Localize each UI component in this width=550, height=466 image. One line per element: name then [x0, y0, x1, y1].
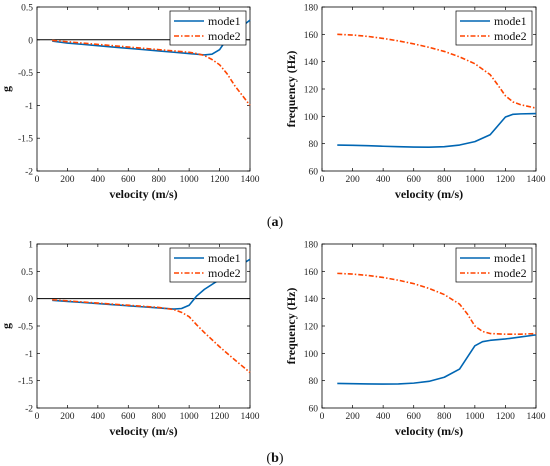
caption-a: (a): [267, 215, 284, 230]
legend-label-mode2: mode2: [494, 266, 527, 280]
series-line-mode1: [337, 112, 537, 149]
x-tick-label: 800: [152, 412, 167, 422]
x-tick-label: 0: [320, 175, 325, 185]
chart-a-damping: 0 200 400 600 800 1000 1200 1400 -2 -1.5 -1 -0.5 0 0.…: [0, 4, 260, 202]
y-tick-label: 160: [304, 31, 319, 41]
legend-box: [455, 10, 533, 46]
legend-label-mode1: mode1: [494, 14, 527, 28]
y-tick-label: 140: [304, 58, 319, 68]
y-tick-label: 100: [304, 113, 319, 123]
y-tick-label: -1: [25, 350, 33, 360]
y-tick-label: 0: [28, 295, 33, 305]
series-line-mode2: [337, 272, 537, 336]
x-tick-label: 800: [152, 175, 167, 185]
y-tick-label: 160: [304, 268, 319, 278]
y-tick-label: -1.5: [18, 135, 33, 145]
x-tick-label: 1200: [210, 412, 229, 422]
y-tick-label: 0: [28, 36, 33, 46]
caption-b: (b): [266, 451, 283, 466]
x-tick-label: 1400: [527, 175, 546, 185]
x-axis-label: velocity (m/s): [109, 187, 177, 201]
y-tick-label: -0.5: [18, 323, 33, 333]
legend-label-mode2: mode2: [494, 29, 527, 43]
x-tick-label: 200: [345, 412, 360, 422]
y-tick-label: -0.5: [18, 69, 33, 79]
y-tick-label: 100: [304, 350, 319, 360]
x-tick-label: 1000: [180, 175, 199, 185]
x-tick-label: 0: [35, 175, 40, 185]
y-tick-label: -1.5: [18, 377, 33, 387]
y-tick-label: 80: [309, 140, 319, 150]
x-axis-label: velocity (m/s): [395, 187, 463, 201]
series-line-mode2: [52, 39, 251, 106]
legend-label-mode2: mode2: [208, 29, 241, 43]
y-tick-label: 180: [304, 241, 319, 251]
x-tick-label: 1400: [241, 412, 260, 422]
x-axis-label: velocity (m/s): [109, 424, 177, 438]
legend-label-mode1: mode1: [494, 251, 527, 265]
x-tick-label: 200: [60, 175, 75, 185]
x-tick-label: 400: [91, 412, 106, 422]
x-tick-label: 400: [91, 175, 106, 185]
x-tick-label: 1200: [210, 175, 229, 185]
y-tick-label: 0.5: [21, 268, 33, 278]
x-tick-label: 1400: [241, 175, 260, 185]
x-tick-label: 1200: [496, 412, 515, 422]
x-tick-label: 200: [60, 412, 75, 422]
y-tick-label: 80: [309, 377, 319, 387]
series-line-mode1: [337, 334, 537, 385]
chart-b-frequency: 0 200 400 600 800 1000 1200 1400 60 80 100 120 140 16…: [284, 241, 546, 439]
legend-label-mode1: mode1: [208, 251, 241, 265]
legend-label-mode1: mode1: [208, 14, 241, 28]
x-tick-label: 400: [376, 175, 391, 185]
y-tick-label: 0.5: [21, 4, 33, 14]
y-tick-label: 60: [309, 168, 319, 178]
x-tick-label: 1000: [465, 175, 484, 185]
x-tick-label: 400: [376, 412, 391, 422]
legend-box: [169, 247, 247, 283]
y-tick-label: 180: [304, 4, 319, 14]
x-tick-label: 600: [121, 175, 136, 185]
y-tick-label: -2: [25, 405, 33, 415]
x-tick-label: 600: [407, 412, 422, 422]
y-tick-label: -1: [25, 102, 33, 112]
plot-frame: [36, 6, 251, 172]
x-tick-label: 1200: [496, 175, 515, 185]
y-tick-label: 120: [304, 86, 319, 96]
y-axis-label: g: [0, 323, 13, 329]
chart-a-frequency: 0 200 400 600 800 1000 1200 1400 60 80 100 120 140 16…: [284, 4, 546, 202]
y-tick-label: 140: [304, 295, 319, 305]
y-axis-label: g: [0, 86, 13, 92]
y-tick-label: 120: [304, 323, 319, 333]
x-tick-label: 200: [345, 175, 360, 185]
x-tick-label: 1000: [465, 412, 484, 422]
x-tick-label: 600: [407, 175, 422, 185]
x-tick-label: 0: [320, 412, 325, 422]
legend-label-mode2: mode2: [208, 266, 241, 280]
series-line-mode2: [337, 33, 537, 109]
legend-box: [169, 10, 247, 46]
legend-box: [455, 247, 533, 283]
x-tick-label: 1400: [527, 412, 546, 422]
series-line-mode1: [52, 258, 251, 310]
x-tick-label: 600: [121, 412, 136, 422]
x-tick-label: 800: [437, 175, 452, 185]
x-axis-label: velocity (m/s): [395, 424, 463, 438]
x-tick-label: 800: [437, 412, 452, 422]
y-tick-label: 1: [28, 241, 33, 251]
x-tick-label: 0: [35, 412, 40, 422]
y-tick-label: 60: [309, 405, 319, 415]
y-axis-label: frequency (Hz): [284, 288, 298, 365]
chart-b-damping: 0 200 400 600 800 1000 1200 1400 -2 -1.5 -1 -0.5 0 0.…: [0, 241, 260, 439]
y-tick-label: -2: [25, 168, 33, 178]
series-line-mode2: [52, 298, 251, 374]
x-tick-label: 1000: [180, 412, 199, 422]
y-axis-label: frequency (Hz): [284, 51, 298, 128]
